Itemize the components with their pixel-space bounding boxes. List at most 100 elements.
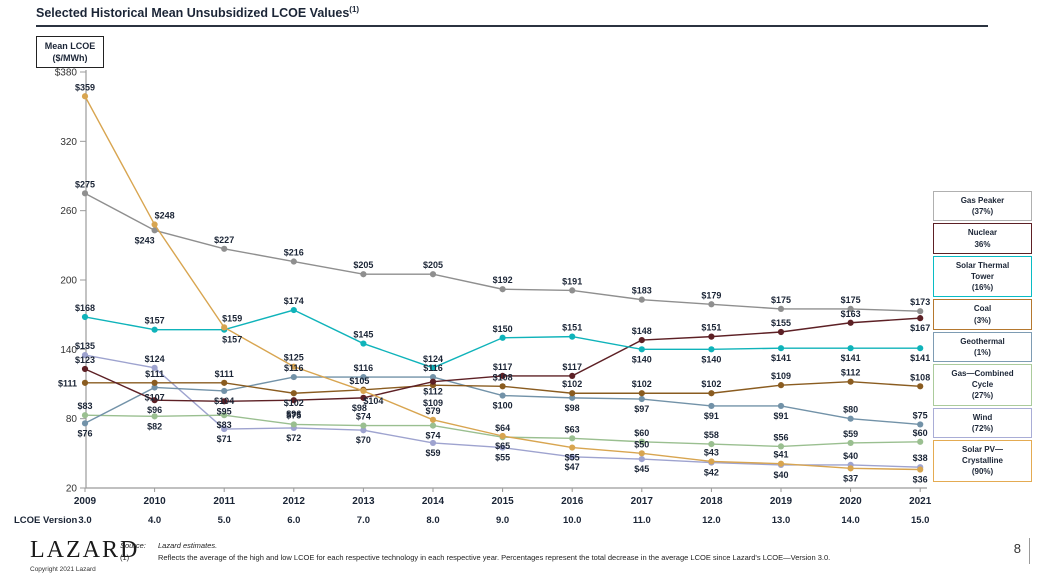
- x-year-label-2012: 2012: [283, 496, 306, 507]
- value-label-gas_peaker-2016: $191: [562, 276, 582, 286]
- value-label-nuclear-2018: $151: [701, 323, 721, 333]
- page-title: Selected Historical Mean Unsubsidized LC…: [36, 5, 359, 20]
- value-label-gas_combined_cycle-2021: $60: [913, 428, 928, 438]
- value-label-nuclear-2010: $96: [147, 405, 162, 415]
- value-label-geothermal-2009: $76: [77, 428, 92, 438]
- x-year-label-2015: 2015: [491, 496, 514, 507]
- value-label-wind-2009: $135: [75, 341, 95, 351]
- point-geothermal-2016: [569, 394, 576, 401]
- value-label-gas_peaker-2011: $227: [214, 235, 234, 245]
- value-label-nuclear-2016: $117: [562, 362, 582, 372]
- point-nuclear-2014: [429, 378, 437, 385]
- point-solar_thermal_tower-2021: [917, 345, 924, 352]
- value-label-coal-2019: $109: [771, 371, 791, 381]
- point-gas_combined_cycle-2016: [569, 435, 576, 442]
- value-label-solar_thermal_tower-2015: $150: [493, 324, 513, 334]
- legend-item-nuclear: Nuclear 36%: [933, 223, 1032, 254]
- value-label-gas_combined_cycle-2015: $64: [495, 423, 510, 433]
- point-gas_peaker-2009: [81, 190, 89, 197]
- x-version-label-2013: 7.0: [357, 515, 370, 526]
- legend-item-text: (37%): [971, 207, 994, 217]
- x-year-label-2010: 2010: [143, 496, 166, 507]
- title-footnote-ref: (1): [349, 5, 360, 14]
- point-nuclear-2016: [569, 372, 576, 380]
- value-label-coal-2015: $108: [493, 372, 513, 382]
- copyright-text: Copyright 2021 Lazard: [30, 566, 96, 573]
- x-year-label-2009: 2009: [74, 496, 97, 507]
- point-solar_pv_crystalline-2011: [221, 324, 228, 331]
- point-nuclear-2010: [151, 397, 158, 404]
- point-geothermal-2011: [221, 387, 228, 395]
- legend-item-text: (72%): [971, 423, 994, 433]
- x-version-label-2010: 4.0: [148, 515, 161, 526]
- point-coal-2017: [638, 390, 645, 397]
- legend-item-text: Solar PV—: [962, 445, 1003, 454]
- point-gas_peaker-2021: [917, 308, 924, 315]
- value-label-geothermal-2017: $97: [634, 404, 649, 414]
- point-solar_pv_crystalline-2014: [429, 416, 437, 423]
- value-label-geothermal-2013: $116: [354, 363, 374, 373]
- legend-item-text: Gas Peaker: [960, 196, 1005, 205]
- value-label-gas_combined_cycle-2020: $59: [843, 429, 858, 439]
- x-version-label-2011: 5.0: [218, 515, 231, 526]
- value-label-solar_thermal_tower-2020: $141: [841, 353, 861, 363]
- point-gas_peaker-2019: [777, 305, 785, 312]
- point-gas_peaker-2013: [360, 271, 367, 278]
- legend-item-text: Solar Thermal: [955, 260, 1010, 270]
- page-number-divider: [1029, 538, 1030, 564]
- value-label-geothermal-2019: $91: [773, 411, 788, 421]
- point-nuclear-2011: [221, 398, 228, 405]
- point-nuclear-2017: [638, 336, 645, 344]
- point-geothermal-2017: [638, 395, 645, 403]
- point-coal-2012: [290, 390, 297, 397]
- x-version-label-2009: 3.0: [78, 515, 91, 526]
- value-label-nuclear-2012: $96: [286, 409, 301, 419]
- point-gas_combined_cycle-2013: [360, 422, 367, 429]
- value-label-coal-2020: $112: [841, 368, 861, 378]
- x-version-label-2015: 9.0: [496, 515, 509, 526]
- legend-item-text: Cycle: [971, 380, 994, 390]
- point-solar_pv_crystalline-2016: [569, 444, 576, 451]
- value-label-solar_pv_crystalline-2009: $359: [75, 82, 95, 92]
- value-label-solar_pv_crystalline-2013: $104: [363, 396, 383, 406]
- value-label-coal-2009: $111: [58, 378, 77, 388]
- point-geothermal-2009: [81, 420, 89, 427]
- point-gas_peaker-2020: [847, 305, 854, 312]
- point-coal-2018: [708, 390, 715, 397]
- point-gas_combined_cycle-2012: [290, 421, 297, 428]
- x-year-label-2017: 2017: [631, 496, 654, 507]
- value-label-geothermal-2010: $107: [145, 392, 165, 402]
- legend-item-text: (16%): [971, 283, 994, 293]
- legend-item-text: Nuclear: [967, 228, 998, 238]
- value-label-gas_peaker-2014: $205: [423, 260, 443, 270]
- value-label-wind-2020: $40: [843, 451, 858, 461]
- value-label-gas_combined_cycle-2013: $74: [356, 412, 371, 422]
- point-geothermal-2012: [290, 373, 297, 381]
- value-label-wind-2013: $70: [356, 435, 371, 445]
- legend-item-text: Wind: [972, 412, 993, 422]
- point-wind-2010: [151, 364, 158, 371]
- point-nuclear-2021: [917, 315, 924, 322]
- value-label-wind-2016: $47: [565, 462, 580, 472]
- value-label-nuclear-2017: $148: [632, 326, 652, 336]
- value-label-geothermal-2021: $75: [913, 410, 928, 420]
- point-coal-2010: [151, 379, 158, 386]
- point-gas_combined_cycle-2019: [777, 443, 785, 450]
- value-label-gas_peaker-2015: $192: [493, 275, 513, 285]
- point-coal-2009: [81, 379, 89, 386]
- point-solar_pv_crystalline-2021: [917, 466, 924, 473]
- value-label-solar_pv_crystalline-2010: $248: [155, 211, 175, 221]
- point-coal-2021: [917, 383, 924, 390]
- value-label-coal-2017: $102: [632, 379, 652, 389]
- value-label-gas_peaker-2017: $183: [632, 286, 652, 296]
- point-nuclear-2020: [847, 319, 854, 326]
- value-label-solar_pv_crystalline-2017: $50: [634, 439, 649, 449]
- legend-item-text: Tower: [971, 271, 994, 281]
- point-wind-2015: [499, 444, 506, 451]
- point-solar_pv_crystalline-2012: [290, 363, 297, 370]
- value-label-gas_peaker-2021: $173: [910, 297, 930, 307]
- point-geothermal-2010: [151, 384, 158, 391]
- point-solar_pv_crystalline-2013: [360, 387, 367, 395]
